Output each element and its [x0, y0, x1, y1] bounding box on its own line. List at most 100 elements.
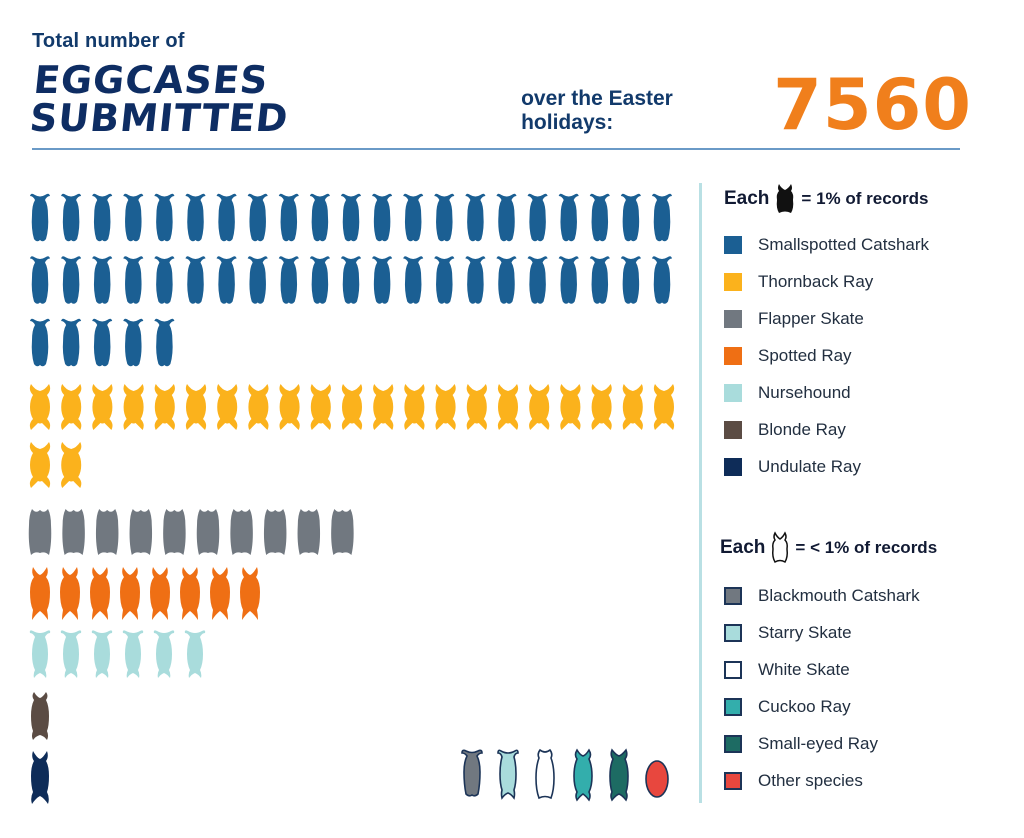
legend-label: Nursehound [758, 382, 851, 402]
legend-item-small-eyed-ray: Small-eyed Ray [724, 725, 920, 762]
legend-major-prefix: Each [724, 188, 770, 209]
series-undulate-ray [31, 751, 49, 804]
eggcase-mark [180, 567, 200, 620]
eggcase-mark [91, 630, 113, 678]
eggcase-mark-cuckoo-ray [573, 748, 593, 802]
eggcase-mark [30, 318, 50, 367]
eggcase-mark [341, 193, 361, 242]
series-thornback-ray [29, 384, 675, 488]
legend-item-thornback-ray: Thornback Ray [724, 263, 929, 300]
eggcase-mark [163, 509, 186, 555]
legend-item-blonde-ray: Blonde Ray [724, 411, 929, 448]
eggcase-mark [129, 509, 153, 555]
eggcase-mark [31, 692, 49, 740]
eggcase-mark [120, 567, 140, 620]
legend-minor-title: Each = < 1% of records [720, 531, 937, 565]
legend-label: Small-eyed Ray [758, 733, 878, 753]
eggcase-filled-icon [777, 184, 794, 213]
legend-label: Blonde Ray [758, 419, 846, 439]
eggcase-mark [309, 256, 330, 304]
eggcase-mark [622, 384, 643, 430]
eggcase-mark [60, 630, 82, 678]
eggcase-mark [62, 509, 85, 555]
eggcase-mark [341, 384, 363, 430]
legend-swatch [724, 272, 742, 291]
header: Total number of EGGCASES SUBMITTED over … [28, 30, 972, 146]
eggcase-mark [216, 193, 237, 242]
legend-item-blackmouth-catshark: Blackmouth Catshark [724, 577, 920, 614]
eggcase-mark [30, 193, 50, 242]
eggcase-mark [92, 384, 113, 430]
legend-label: Other species [758, 770, 863, 790]
eggcase-mark [29, 384, 51, 430]
eggcase-mark [652, 193, 672, 242]
eggcase-mark [278, 193, 299, 242]
legend-item-flapper-skate: Flapper Skate [724, 300, 929, 337]
minor-species-marks [461, 748, 669, 802]
eggcase-mark [60, 567, 80, 620]
legend-major-title: Each = 1% of records [724, 182, 929, 216]
series-flapper-skate [28, 509, 354, 555]
legend-swatch [724, 383, 742, 402]
eggcase-mark-other-species [645, 760, 669, 798]
eggcase-mark [309, 193, 330, 242]
eggcase-mark [150, 567, 170, 620]
eggcase-mark [560, 384, 581, 430]
legend-major-list: Smallspotted Catshark Thornback Ray Flap… [724, 226, 929, 485]
eggcase-mark [403, 193, 424, 242]
legend-swatch [724, 734, 742, 753]
eggcase-mark [240, 567, 260, 620]
eggcase-mark [278, 256, 299, 304]
eggcase-mark [29, 630, 51, 678]
legend-item-smallspotted-catshark: Smallspotted Catshark [724, 226, 929, 263]
eggcase-mark [196, 509, 220, 555]
legend-swatch [724, 346, 742, 365]
legend-label: Cuckoo Ray [758, 696, 851, 716]
eggcase-mark [496, 193, 517, 242]
legend-item-white-skate: White Skate [724, 651, 920, 688]
eggcase-mark [123, 318, 144, 367]
eggcase-mark [653, 384, 675, 430]
legend-swatch [724, 771, 742, 790]
eggcase-mark [403, 256, 424, 304]
eggcase-mark [154, 193, 175, 242]
header-row: EGGCASES SUBMITTED over the Easter holid… [28, 58, 972, 146]
legend-label: Spotted Ray [758, 345, 852, 365]
legend-minor-prefix: Each [720, 537, 766, 558]
eggcase-mark [29, 442, 51, 488]
total-count: 7560 [773, 64, 972, 146]
legend-label: Blackmouth Catshark [758, 585, 920, 605]
legend-item-undulate-ray: Undulate Ray [724, 448, 929, 485]
eggcase-mark [92, 256, 113, 304]
legend-label: Starry Skate [758, 622, 852, 642]
eggcase-mark [92, 193, 113, 242]
eggcase-mark [652, 256, 672, 304]
legend-label: Flapper Skate [758, 308, 864, 328]
eggcase-mark [558, 193, 579, 242]
eggcase-mark [589, 193, 610, 242]
eggcase-mark [154, 318, 175, 367]
eggcase-mark [123, 384, 144, 430]
eggcase-mark [61, 256, 82, 304]
eggcase-mark [247, 193, 268, 242]
eggcase-mark [61, 193, 82, 242]
legend-swatch [724, 420, 742, 439]
series-smallspotted-catshark [30, 193, 672, 367]
eggcase-mark [30, 567, 50, 620]
eggcase-mark [61, 442, 82, 488]
legend-label: Smallspotted Catshark [758, 234, 930, 254]
legend-item-other-species: Other species [724, 762, 920, 799]
eggcase-mark [185, 193, 206, 242]
legend-item-spotted-ray: Spotted Ray [724, 337, 929, 374]
eggcase-mark [589, 256, 610, 304]
eggcase-mark [123, 193, 144, 242]
eggcase-mark [373, 384, 394, 430]
eggcase-mark [434, 193, 455, 242]
eggcase-mark [331, 509, 354, 555]
eggcase-mark [28, 509, 52, 555]
headline-subline: over the Easter holidays: [521, 87, 673, 134]
eggcase-mark [153, 630, 175, 678]
eggcase-mark [95, 509, 119, 555]
eggcase-mark-starry-skate [497, 749, 519, 800]
eggcase-mark [527, 193, 548, 242]
